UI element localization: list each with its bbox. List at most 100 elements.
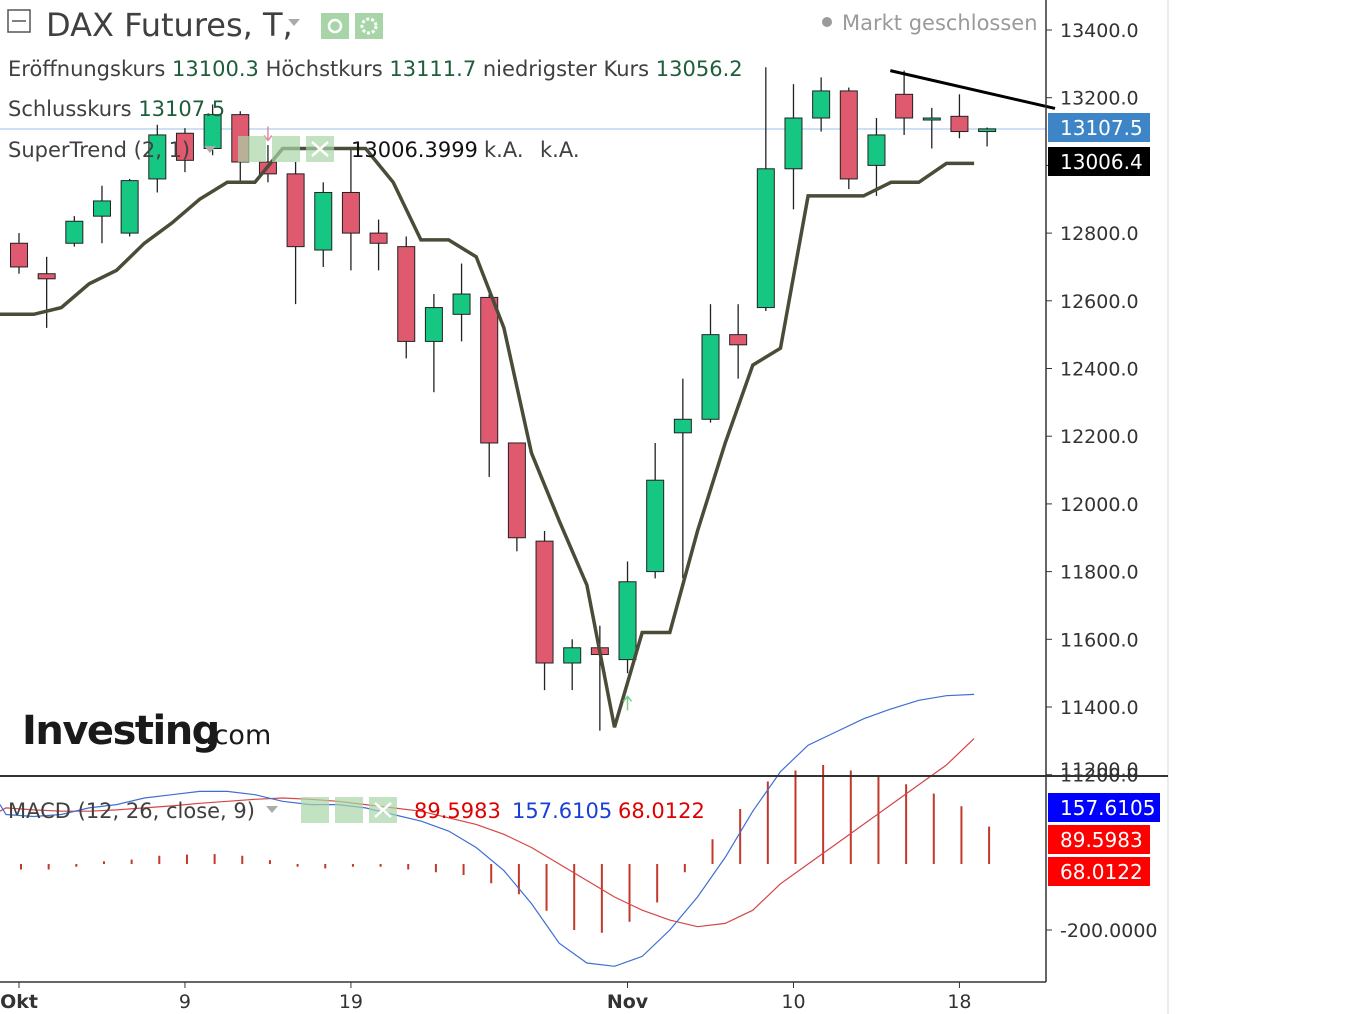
macd-signal-tag xyxy=(1048,793,1160,822)
candle[interactable] xyxy=(148,124,167,193)
macd-value-1: 89.5983 xyxy=(414,799,501,823)
candle-body-up xyxy=(867,134,886,166)
candle-body-up xyxy=(92,200,111,217)
title-dropdown-icon[interactable] xyxy=(288,19,300,26)
market-status: Markt geschlossen xyxy=(842,11,1038,35)
candle-body-down xyxy=(507,442,526,539)
candle[interactable] xyxy=(978,127,997,147)
candle[interactable] xyxy=(867,118,886,196)
candle[interactable] xyxy=(10,233,28,274)
high-label: Höchstkurs xyxy=(266,57,383,81)
candle[interactable] xyxy=(922,107,941,149)
candle[interactable] xyxy=(839,87,858,190)
status-dot-icon xyxy=(822,17,832,27)
candle[interactable] xyxy=(729,304,748,379)
macd-legend: MACD (12, 26, close, 9) 89.5983 157.6105… xyxy=(8,797,705,823)
candle-body-up xyxy=(65,220,84,244)
supertrend-price-tag xyxy=(1048,147,1150,176)
macd-y-tick-label: -200.0000 xyxy=(1060,920,1158,942)
candle-body-down xyxy=(286,173,305,248)
supertrend-gear-icon[interactable] xyxy=(272,136,300,162)
macd-eye-icon[interactable] xyxy=(301,797,329,823)
macd-plot[interactable] xyxy=(0,693,991,967)
x-tick-label: 19 xyxy=(339,991,363,1013)
low-label: niedrigster Kurs xyxy=(483,57,649,81)
supertrend-extra-2: k.A. xyxy=(540,138,580,162)
macd-dropdown-icon[interactable] xyxy=(266,806,278,813)
candle[interactable] xyxy=(812,77,831,132)
candle-body-up xyxy=(701,334,720,420)
candle[interactable] xyxy=(701,304,720,423)
candle-body-up xyxy=(922,117,941,121)
candle[interactable] xyxy=(507,442,526,552)
ohlc-line: Eröffnungskurs 13100.3 Höchstkurs 13111.… xyxy=(8,57,743,81)
chart-title: DAX Futures, T, xyxy=(46,6,293,44)
supertrend-eye-icon[interactable] xyxy=(238,136,266,162)
candle-body-down xyxy=(839,90,858,180)
candle[interactable] xyxy=(286,162,305,305)
macd-hist-tag xyxy=(1048,857,1150,886)
supertrend-dropdown-icon[interactable] xyxy=(204,146,216,153)
candle[interactable] xyxy=(784,84,803,210)
close-line: Schlusskurs 13107.5 xyxy=(8,97,225,121)
price-plot[interactable] xyxy=(0,67,1056,731)
candle-body-down xyxy=(175,132,194,161)
candle[interactable] xyxy=(369,219,388,271)
candle[interactable] xyxy=(92,185,111,244)
candle-body-down xyxy=(369,232,388,244)
candle[interactable] xyxy=(397,236,416,359)
y-tick-label: 12000.0 xyxy=(1060,494,1139,516)
candle-body-up xyxy=(120,180,139,234)
y-tick-label: 13400.0 xyxy=(1060,20,1139,42)
candle-body-up xyxy=(452,293,471,315)
gear-icon[interactable] xyxy=(355,13,383,39)
candle[interactable] xyxy=(950,94,969,139)
candle[interactable] xyxy=(120,178,139,237)
y-tick-label: 12200.0 xyxy=(1060,426,1139,448)
candle[interactable] xyxy=(563,639,582,691)
resistance-trendline[interactable] xyxy=(889,69,1056,110)
candle[interactable] xyxy=(535,530,554,691)
candle[interactable] xyxy=(314,182,333,267)
candle[interactable] xyxy=(341,148,360,271)
candle[interactable] xyxy=(424,294,443,393)
candle[interactable] xyxy=(37,256,56,328)
macd-line xyxy=(0,693,975,967)
supertrend-close-x xyxy=(311,141,329,157)
ohlc-legend: Eröffnungskurs 13100.3 Höchstkurs 13111.… xyxy=(8,57,743,162)
supertrend-line xyxy=(0,146,975,728)
candle[interactable] xyxy=(618,561,637,674)
candle[interactable] xyxy=(452,263,471,342)
eye-icon[interactable] xyxy=(321,13,349,39)
candle[interactable] xyxy=(756,67,775,311)
candle-body-up xyxy=(148,134,167,180)
candle[interactable] xyxy=(65,216,84,247)
candle-body-up xyxy=(756,168,775,309)
eye-icon-pupil xyxy=(327,18,343,34)
macd-signal-tag-text: 157.6105 xyxy=(1060,796,1155,820)
supertrend-price-tag-text: 13006.4 xyxy=(1060,150,1143,174)
candle[interactable] xyxy=(175,128,194,173)
open-label: Eröffnungskurs xyxy=(8,57,165,81)
macd-line-tag-text: 89.5983 xyxy=(1060,828,1143,852)
macd-hist-tag-text: 68.0122 xyxy=(1060,860,1143,884)
macd-gear-icon[interactable] xyxy=(335,797,363,823)
candle-body-up xyxy=(424,307,443,342)
logo-sub-text: .com xyxy=(205,720,271,751)
x-tick-label: 18 xyxy=(947,991,971,1013)
candle-body-down xyxy=(729,334,748,346)
candle-body-up xyxy=(978,128,997,133)
candle-body-up xyxy=(812,90,831,119)
candle[interactable] xyxy=(480,294,499,477)
last-price-tag-text: 13107.5 xyxy=(1060,116,1143,140)
y-tick-label: 12400.0 xyxy=(1060,359,1139,381)
candle-body-up xyxy=(784,117,803,170)
last-price-tag xyxy=(1048,113,1150,142)
candle[interactable] xyxy=(673,378,692,579)
supertrend-extra-1: k.A. xyxy=(484,138,524,162)
candle[interactable] xyxy=(646,442,665,579)
candle[interactable] xyxy=(895,70,914,135)
y-tick-label-clipped: 11200.0 xyxy=(1060,759,1139,781)
macd-signal-line xyxy=(0,738,975,928)
y-tick-label: 11800.0 xyxy=(1060,562,1139,584)
